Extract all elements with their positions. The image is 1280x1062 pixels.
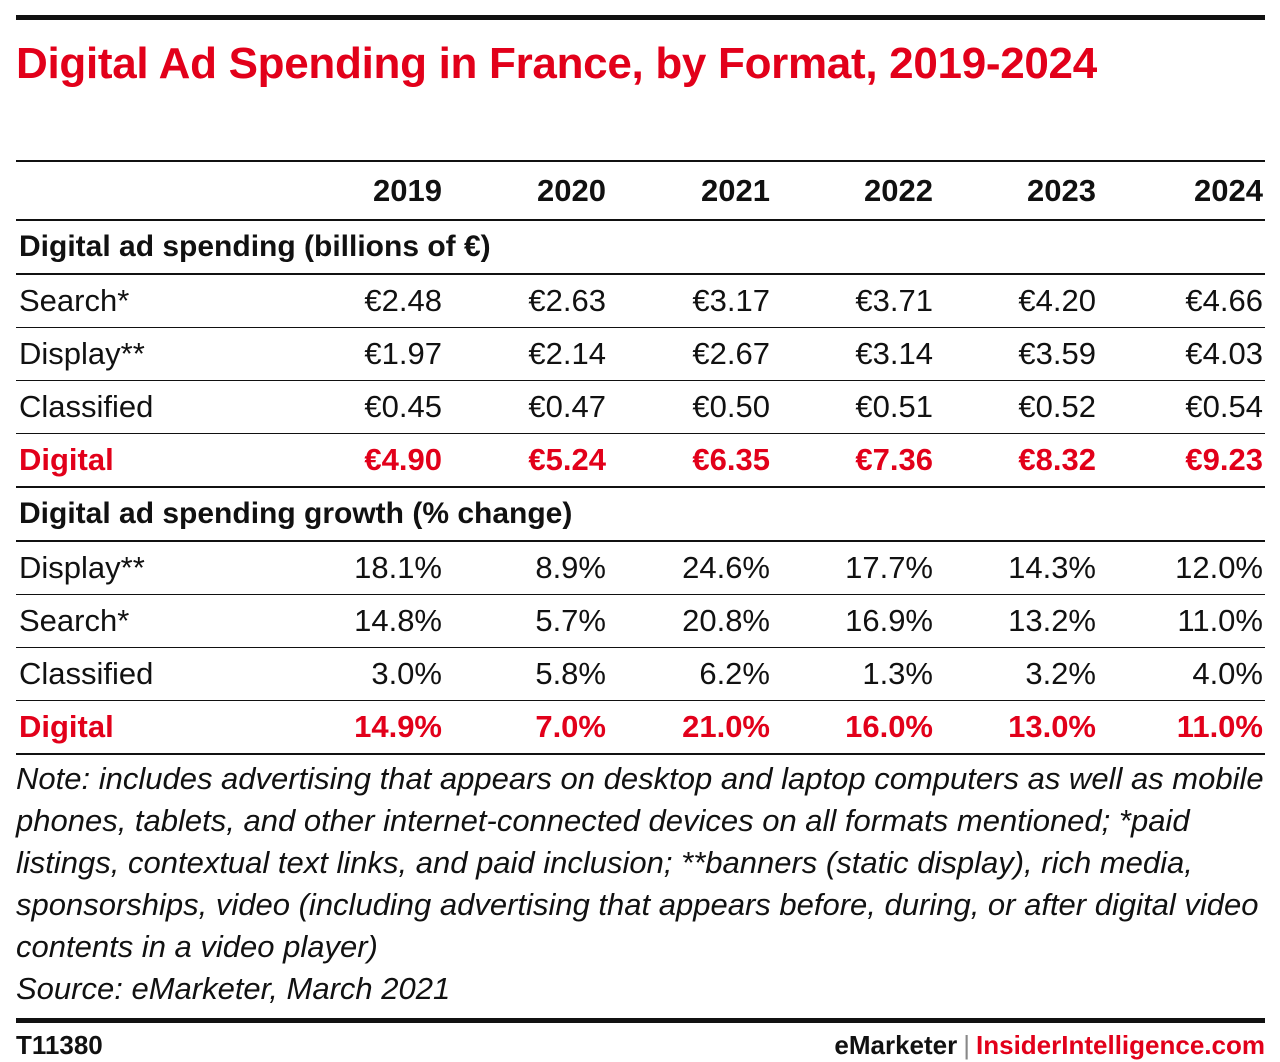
table-row: Search* 14.8% 5.7% 20.8% 16.9% 13.2% 11.0%	[16, 594, 1265, 648]
section-heading-row: Digital ad spending (billions of €)	[16, 219, 1265, 274]
table-cell: €3.17	[624, 273, 788, 328]
table-cell: 5.8%	[460, 647, 624, 701]
column-header: 2021	[624, 162, 788, 221]
table-cell: €4.20	[951, 273, 1114, 328]
bottom-rule	[16, 1018, 1265, 1023]
table-row: Digital 14.9% 7.0% 21.0% 16.0% 13.0% 11.0%	[16, 700, 1265, 755]
table-cell: €4.66	[1114, 273, 1265, 328]
table-cell: 11.0%	[1114, 594, 1265, 648]
table-cell: 5.7%	[460, 594, 624, 648]
table-cell: 14.8%	[299, 594, 460, 648]
table-cell: 20.8%	[624, 594, 788, 648]
table-cell: 18.1%	[299, 540, 460, 595]
table-cell: 21.0%	[624, 700, 788, 755]
row-label: Search*	[16, 594, 299, 648]
section-heading: Digital ad spending growth (% change)	[16, 486, 1265, 541]
table-cell: €0.47	[460, 380, 624, 434]
table-cell: €3.14	[788, 327, 951, 381]
table-cell: 8.9%	[460, 540, 624, 595]
table-cell: €7.36	[788, 433, 951, 487]
section-heading-row: Digital ad spending growth (% change)	[16, 486, 1265, 541]
column-header-row: 2019 2020 2021 2022 2023 2024	[16, 162, 1265, 221]
row-label: Search*	[16, 273, 299, 328]
note-block: Note: includes advertising that appears …	[16, 758, 1266, 1010]
section-heading: Digital ad spending (billions of €)	[16, 219, 1265, 274]
row-label: Display**	[16, 540, 299, 595]
table-cell: €0.50	[624, 380, 788, 434]
table-row: Classified €0.45 €0.47 €0.50 €0.51 €0.52 €0.54	[16, 380, 1265, 434]
table-cell: €0.51	[788, 380, 951, 434]
table-cell: 24.6%	[624, 540, 788, 595]
table-cell: €0.52	[951, 380, 1114, 434]
header-rule	[16, 160, 1265, 162]
column-header: 2023	[951, 162, 1114, 221]
table-cell: 14.3%	[951, 540, 1114, 595]
source-text: Source: eMarketer, March 2021	[16, 971, 451, 1006]
table-cell: 1.3%	[788, 647, 951, 701]
table-cell: 13.2%	[951, 594, 1114, 648]
table-cell: 13.0%	[951, 700, 1114, 755]
row-label: Display**	[16, 327, 299, 381]
table-cell: 16.0%	[788, 700, 951, 755]
table-cell: €2.14	[460, 327, 624, 381]
header-blank	[16, 162, 299, 221]
table-cell: €2.63	[460, 273, 624, 328]
table-cell: 3.2%	[951, 647, 1114, 701]
row-label: Digital	[16, 433, 299, 487]
table-row: Display** 18.1% 8.9% 24.6% 17.7% 14.3% 12.0%	[16, 540, 1265, 595]
note-text: Note: includes advertising that appears …	[16, 761, 1264, 964]
table-cell: 16.9%	[788, 594, 951, 648]
table-body: Digital ad spending (billions of €) Searc…	[16, 219, 1265, 755]
table-cell: 3.0%	[299, 647, 460, 701]
table-cell: €4.90	[299, 433, 460, 487]
brand-insider-intelligence: InsiderIntelligence.com	[976, 1030, 1265, 1060]
chart-title: Digital Ad Spending in France, by Format…	[16, 39, 1097, 88]
table-cell: 11.0%	[1114, 700, 1265, 755]
table-cell: €2.48	[299, 273, 460, 328]
column-header: 2019	[299, 162, 460, 221]
row-label: Classified	[16, 647, 299, 701]
table-cell: €1.97	[299, 327, 460, 381]
table-cell: 6.2%	[624, 647, 788, 701]
brand-separator: |	[963, 1030, 971, 1060]
table-cell: €8.32	[951, 433, 1114, 487]
table-row: Digital €4.90 €5.24 €6.35 €7.36 €8.32 €9.23	[16, 433, 1265, 487]
row-label: Digital	[16, 700, 299, 755]
table-cell: €0.54	[1114, 380, 1265, 434]
table-row: Classified 3.0% 5.8% 6.2% 1.3% 3.2% 4.0%	[16, 647, 1265, 701]
table-row: Search* €2.48 €2.63 €3.17 €3.71 €4.20 €4.66	[16, 273, 1265, 328]
brand-emarketer: eMarketer	[834, 1030, 958, 1060]
table-cell: €3.59	[951, 327, 1114, 381]
table-cell: €5.24	[460, 433, 624, 487]
column-header: 2022	[788, 162, 951, 221]
row-label: Classified	[16, 380, 299, 434]
table-cell: €9.23	[1114, 433, 1265, 487]
table-cell: €0.45	[299, 380, 460, 434]
table-cell: €6.35	[624, 433, 788, 487]
column-header: 2024	[1114, 162, 1265, 221]
table-cell: 7.0%	[460, 700, 624, 755]
brand-footer: eMarketer | InsiderIntelligence.com	[834, 1030, 1265, 1061]
table-cell: €4.03	[1114, 327, 1265, 381]
chart-code: T11380	[16, 1030, 103, 1060]
data-table: 2019 2020 2021 2022 2023 2024 Digital ad…	[16, 162, 1265, 755]
top-rule	[16, 15, 1265, 20]
table-row: Display** €1.97 €2.14 €2.67 €3.14 €3.59 €4.03	[16, 327, 1265, 381]
table-cell: €3.71	[788, 273, 951, 328]
table-cell: 4.0%	[1114, 647, 1265, 701]
table-cell: 14.9%	[299, 700, 460, 755]
table-cell: €2.67	[624, 327, 788, 381]
table-cell: 17.7%	[788, 540, 951, 595]
table-cell: 12.0%	[1114, 540, 1265, 595]
column-header: 2020	[460, 162, 624, 221]
